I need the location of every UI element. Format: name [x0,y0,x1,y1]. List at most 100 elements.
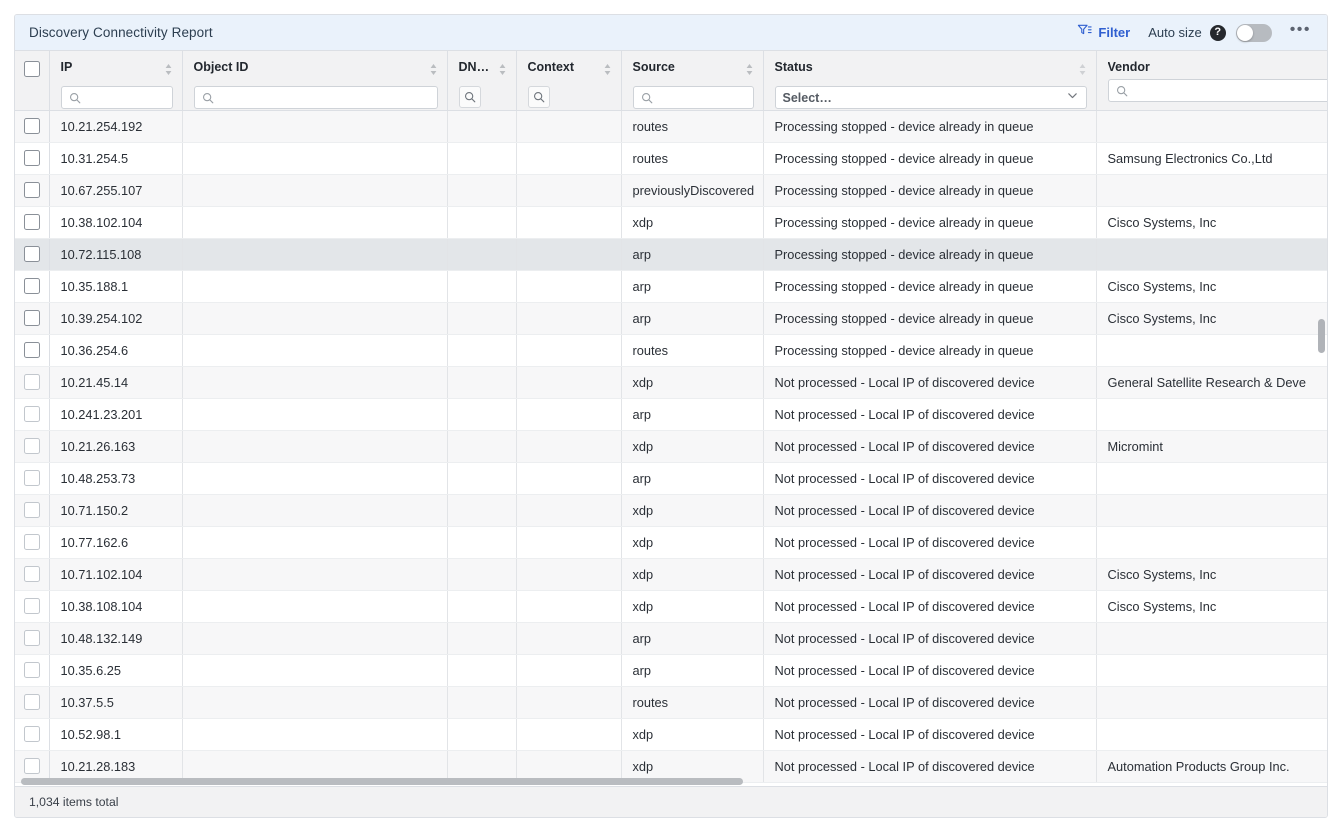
row-select-checkbox[interactable] [23,246,40,262]
row-select-checkbox[interactable] [23,342,40,358]
cell-status: Not processed - Local IP of discovered d… [763,398,1097,431]
column-header-context[interactable]: Context [516,51,622,111]
cell-ip: 10.21.26.163 [49,430,183,463]
table-row[interactable]: 10.71.102.104 xdp Not processed - Local IP… [15,558,1327,591]
table-row[interactable]: 10.77.162.6 xdp Not processed - Local IP o… [15,526,1327,559]
vertical-scrollbar[interactable] [1318,111,1326,786]
column-header-dns[interactable]: DNS … [447,51,517,111]
table-row[interactable]: 10.37.5.5 routes Not processed - Local IP … [15,686,1327,719]
horizontal-scrollbar[interactable] [15,777,1327,786]
cell-source: routes [621,334,764,367]
cell-ip: 10.21.28.183 [49,750,183,783]
cell-vendor: Cisco Systems, Inc [1096,558,1327,591]
table-row[interactable]: 10.38.108.104 xdp Not processed - Local IP… [15,590,1327,623]
sort-indicator-icon[interactable] [164,63,173,81]
row-select-cell [15,174,50,207]
filter-button[interactable]: Filter [1071,21,1136,45]
sort-indicator-icon[interactable] [745,63,754,81]
table-row[interactable]: 10.31.254.5 routes Processing stopped - de… [15,142,1327,175]
row-select-checkbox[interactable] [23,662,40,678]
table-row[interactable]: 10.21.28.183 xdp Not processed - Local IP … [15,750,1327,783]
column-header-object-id[interactable]: Object ID [182,51,448,111]
column-filter-input-object-id[interactable] [193,86,438,109]
help-icon[interactable]: ? [1209,24,1226,41]
row-select-checkbox[interactable] [23,406,40,422]
sort-indicator-icon[interactable] [498,63,507,81]
row-select-cell [15,302,50,335]
row-select-checkbox[interactable] [23,726,40,742]
cell-dns [447,142,517,175]
column-filter-search-button-dns[interactable] [458,86,481,108]
table-row[interactable]: 10.21.254.192 routes Processing stopped - … [15,110,1327,143]
row-select-checkbox[interactable] [23,310,40,326]
table-row[interactable]: 10.48.132.149 arp Not processed - Local IP… [15,622,1327,655]
table-row[interactable]: 10.21.45.14 xdp Not processed - Local IP o… [15,366,1327,399]
cell-vendor: Samsung Electronics Co.,Ltd [1096,142,1327,175]
row-select-checkbox[interactable] [23,278,40,294]
column-header-vendor[interactable]: Vendor [1096,51,1327,111]
table-row[interactable]: 10.52.98.1 xdp Not processed - Local IP of… [15,718,1327,751]
column-header-ip[interactable]: IP [49,51,183,111]
auto-size-label: Auto size [1148,25,1202,40]
row-select-checkbox[interactable] [23,214,40,230]
cell-object [182,334,448,367]
table-row[interactable]: 10.48.253.73 arp Not processed - Local IP … [15,462,1327,495]
column-filter-input-source[interactable] [632,86,754,109]
sort-indicator-icon[interactable] [1078,63,1087,81]
table-row[interactable]: 10.36.254.6 routes Processing stopped - de… [15,334,1327,367]
row-select-checkbox[interactable] [23,566,40,582]
cell-object [182,494,448,527]
column-filter-input-vendor[interactable] [1107,79,1327,102]
cell-ip: 10.35.6.25 [49,654,183,687]
auto-size-toggle[interactable] [1235,23,1272,42]
vertical-scrollbar-thumb[interactable] [1318,319,1325,353]
table-header: IP [15,51,1327,111]
cell-ip: 10.38.108.104 [49,590,183,623]
row-select-checkbox[interactable] [23,118,40,134]
table-row[interactable]: 10.35.6.25 arp Not processed - Local IP of… [15,654,1327,687]
table-row[interactable]: 10.21.26.163 xdp Not processed - Local IP … [15,430,1327,463]
sort-indicator-icon[interactable] [603,63,612,81]
cell-vendor [1096,462,1327,495]
select-all-checkbox[interactable] [23,61,40,77]
column-filter-select-status[interactable]: Select… [774,86,1087,109]
row-select-checkbox[interactable] [23,694,40,710]
table-row[interactable]: 10.38.102.104 xdp Processing stopped - dev… [15,206,1327,239]
column-filter-search-button-context[interactable] [527,86,550,108]
cell-object [182,718,448,751]
row-select-checkbox[interactable] [23,470,40,486]
row-select-checkbox[interactable] [23,502,40,518]
column-header-source[interactable]: Source [621,51,764,111]
cell-vendor [1096,494,1327,527]
row-select-checkbox[interactable] [23,598,40,614]
table-row[interactable]: 10.72.115.108 arp Processing stopped - dev… [15,238,1327,271]
cell-source: routes [621,142,764,175]
cell-dns [447,270,517,303]
row-select-checkbox[interactable] [23,374,40,390]
cell-context [516,238,622,271]
cell-object [182,270,448,303]
row-select-checkbox[interactable] [23,534,40,550]
horizontal-scrollbar-thumb[interactable] [21,778,743,785]
row-select-checkbox[interactable] [23,182,40,198]
table-row[interactable]: 10.67.255.107 previouslyDiscovered Process… [15,174,1327,207]
table-row[interactable]: 10.39.254.102 arp Processing stopped - dev… [15,302,1327,335]
column-header-status[interactable]: Status Select… [763,51,1097,111]
column-filter-input-ip[interactable] [60,86,173,109]
row-select-checkbox[interactable] [23,630,40,646]
cell-object [182,750,448,783]
cell-context [516,526,622,559]
row-select-cell [15,430,50,463]
cell-status: Processing stopped - device already in q… [763,270,1097,303]
table-row[interactable]: 10.71.150.2 xdp Not processed - Local IP o… [15,494,1327,527]
row-select-checkbox[interactable] [23,758,40,774]
table-row[interactable]: 10.35.188.1 arp Processing stopped - devic… [15,270,1327,303]
cell-ip: 10.35.188.1 [49,270,183,303]
row-select-checkbox[interactable] [23,438,40,454]
overflow-menu-button[interactable]: ••• [1289,20,1311,38]
cell-context [516,366,622,399]
sort-indicator-icon[interactable] [429,63,438,81]
table-row[interactable]: 10.241.23.201 arp Not processed - Local IP… [15,398,1327,431]
row-select-checkbox[interactable] [23,150,40,166]
cell-ip: 10.36.254.6 [49,334,183,367]
